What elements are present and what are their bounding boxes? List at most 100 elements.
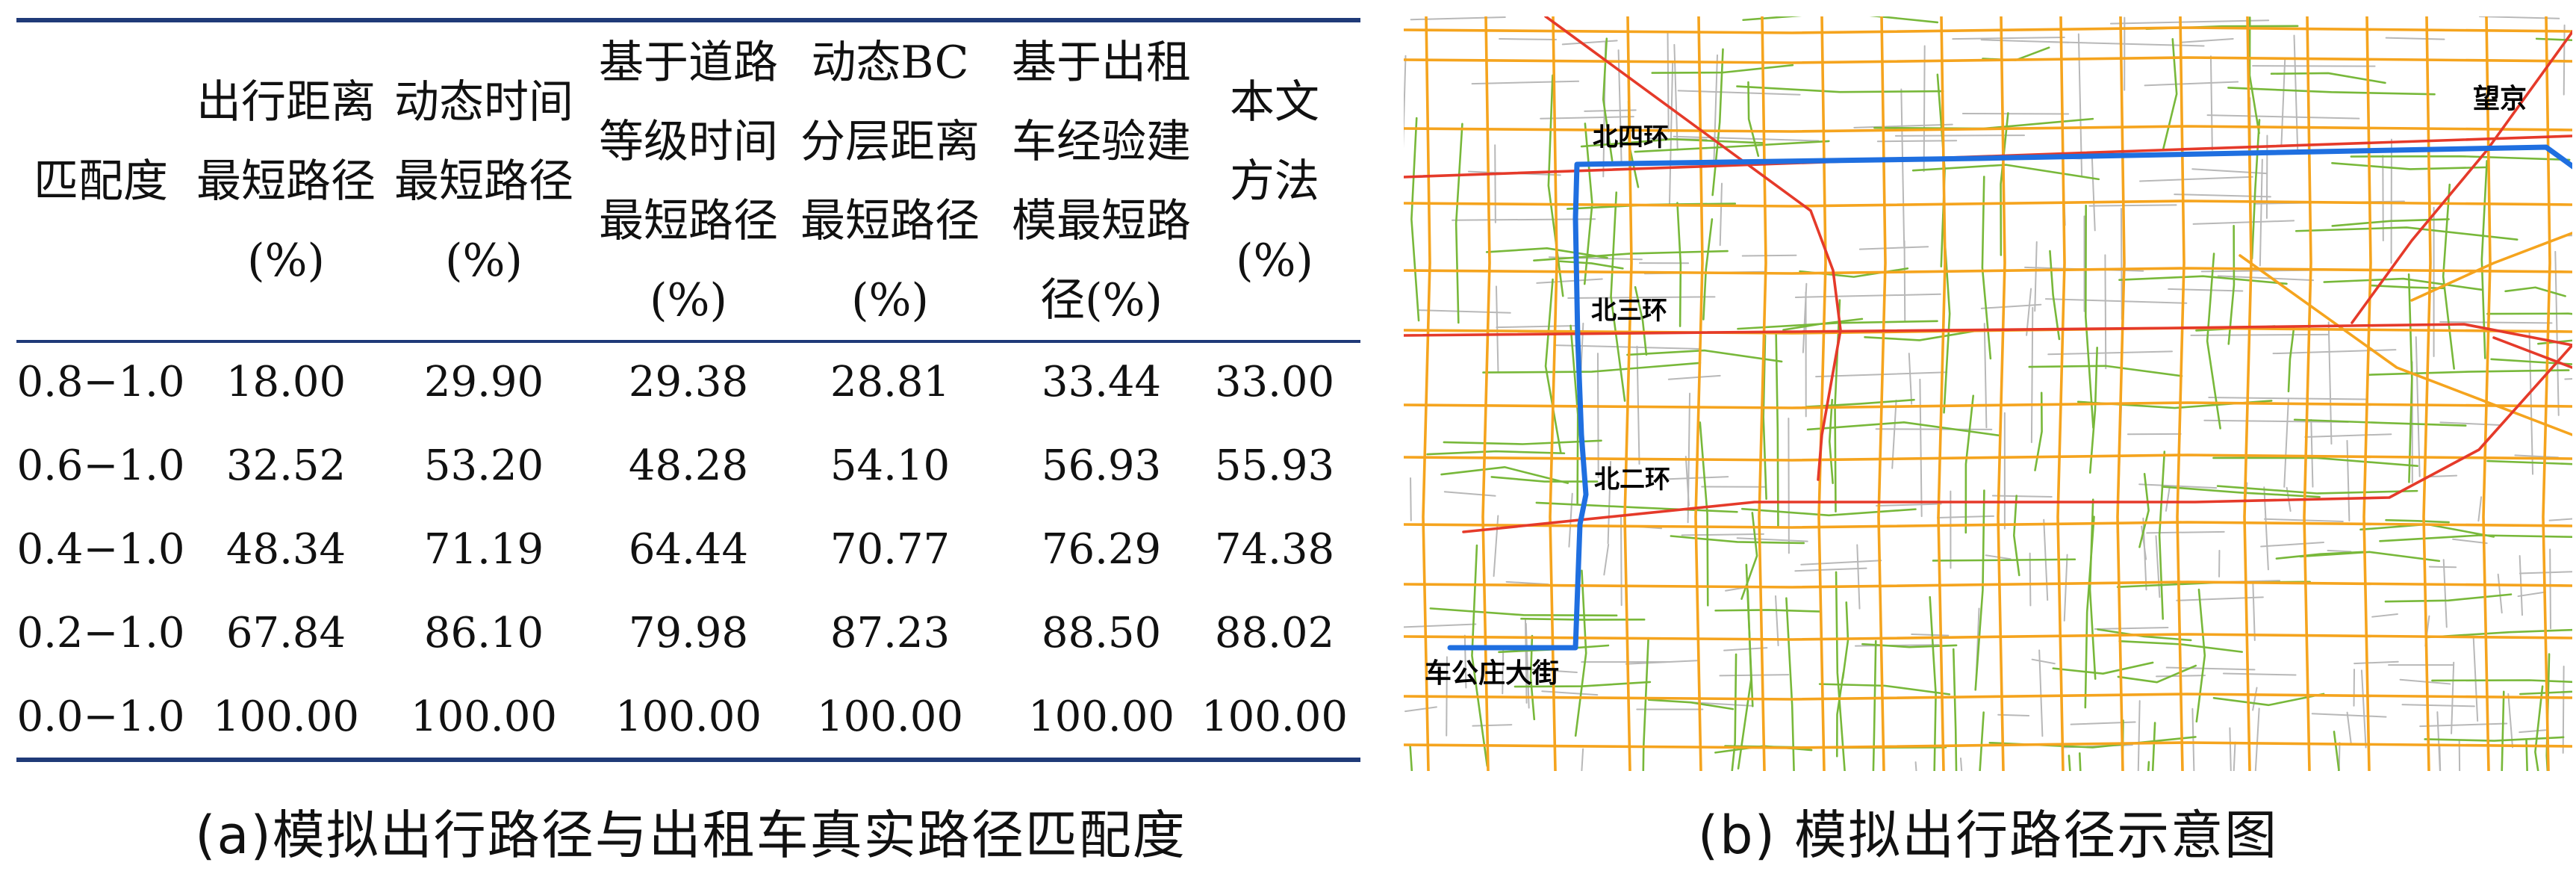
arterial-road — [1422, 16, 1431, 771]
header-line: 最短路径 — [599, 194, 778, 247]
secondary-road — [1835, 672, 1845, 758]
header-line: 动态时间 — [394, 75, 573, 128]
minor-road — [2091, 157, 2096, 232]
minor-road — [2304, 433, 2392, 438]
table-cell: 53.20 — [423, 441, 544, 490]
header-line: 最短路径 — [800, 194, 980, 247]
minor-road — [1980, 303, 2042, 309]
table-row: 0.0−1.0 100.00 100.00 100.00 100.00 100.00 100… — [0, 675, 1381, 758]
secondary-road — [1443, 439, 1602, 445]
minor-road — [2104, 254, 2107, 370]
secondary-road — [2350, 155, 2571, 161]
minor-road — [1684, 456, 1690, 507]
minor-road — [2428, 566, 2457, 569]
minor-road — [2155, 535, 2161, 598]
arterial-road — [1877, 16, 1887, 771]
table-cell: 67.84 — [225, 608, 346, 657]
minor-road — [2517, 591, 2547, 598]
secondary-road — [1872, 639, 1877, 771]
secondary-road — [1544, 278, 1562, 454]
table-cell: 32.52 — [225, 441, 346, 490]
arterial-road — [2116, 16, 2126, 771]
table-cell: 70.77 — [830, 524, 951, 574]
minor-road — [2139, 176, 2253, 182]
label-north-2nd-ring: 北二环 — [1594, 465, 1670, 495]
row-label-cell: 0.4−1.0 — [16, 524, 185, 574]
secondary-road — [1569, 324, 1579, 504]
minor-road — [1991, 495, 2053, 498]
arterial-road — [1404, 453, 2572, 462]
minor-road — [1505, 580, 1549, 586]
minor-road — [1788, 418, 1790, 554]
minor-road — [1517, 667, 1578, 674]
minor-road — [1668, 61, 1674, 205]
minor-road — [2451, 661, 2455, 734]
arterial-road — [1404, 580, 2572, 589]
route-path — [1447, 144, 2572, 651]
header-cell: 出行距离 最短路径 (%) — [189, 22, 383, 340]
minor-road — [1876, 503, 1942, 507]
minor-road — [1858, 246, 1929, 250]
table-row: 0.2−1.0 67.84 86.10 79.98 87.23 88.50 88.02 — [0, 591, 1381, 675]
minor-road — [2031, 658, 2056, 665]
secondary-road — [1835, 571, 1846, 771]
secondary-road — [2534, 685, 2544, 771]
arterial-road — [1404, 199, 2572, 208]
minor-road — [2514, 454, 2559, 459]
arterial-road — [1623, 16, 1633, 771]
secondary-road — [1429, 607, 1618, 617]
table-cell: 56.93 — [1041, 441, 1162, 490]
secondary-road — [2088, 346, 2098, 474]
north-4th-ring-road — [1404, 134, 2572, 179]
minor-road — [2439, 746, 2442, 771]
minor-road — [2229, 727, 2232, 771]
secondary-road — [2442, 183, 2455, 370]
secondary-road — [1818, 683, 1951, 696]
minor-road — [1607, 460, 1612, 545]
header-line: 最短路径 — [394, 155, 573, 208]
secondary-road — [2331, 162, 2489, 170]
minor-road — [2026, 288, 2032, 336]
header-cell: 动态BC 分层距离 最短路径 (%) — [789, 22, 991, 340]
minor-road — [1667, 374, 1721, 380]
secondary-road — [2545, 653, 2551, 771]
minor-road — [2507, 693, 2514, 749]
arterial-road — [1694, 16, 1704, 771]
minor-road — [2180, 37, 2234, 43]
minor-road — [2399, 678, 2451, 685]
caption-b: (b) 模拟出行路径示意图 — [1697, 805, 2279, 866]
label-north-4th-ring: 北四环 — [1593, 123, 1669, 152]
label-chegongzhuang: 车公庄大街 — [1425, 658, 1559, 689]
secondary-road — [2052, 661, 2154, 675]
secondary-road — [1610, 191, 1626, 402]
arterial-road — [1817, 16, 1827, 771]
secondary-road — [2293, 418, 2467, 427]
secondary-road — [1929, 595, 1937, 771]
minor-road — [2109, 19, 2270, 25]
minor-road — [1853, 123, 1953, 128]
minor-road — [1410, 477, 1412, 521]
map-labels: 北四环 北三环 北二环 望京 车公庄大街 — [1425, 83, 2527, 689]
minor-road — [1794, 567, 1867, 572]
table-bottom-rule — [16, 758, 1360, 762]
secondary-road — [2212, 693, 2325, 707]
secondary-road — [1736, 85, 1944, 93]
secondary-road — [1806, 421, 2002, 437]
minor-road — [2327, 321, 2333, 445]
simulated-route — [1447, 144, 2572, 651]
minor-road — [2519, 571, 2572, 575]
secondary-road — [1647, 699, 1735, 710]
minor-road — [1443, 491, 1496, 497]
minor-road — [2554, 250, 2560, 416]
secondary-road — [1626, 349, 1783, 363]
minor-road — [1959, 758, 1963, 771]
secondary-road — [2085, 204, 2094, 429]
minor-road — [1856, 544, 1861, 610]
secondary-road — [2117, 664, 2197, 684]
secondary-road — [2206, 253, 2221, 430]
minor-roads — [1404, 16, 2572, 771]
expressway — [1544, 16, 1842, 481]
table-cell: 100.00 — [1028, 692, 1175, 741]
table-cell: 64.44 — [628, 524, 749, 574]
secondary-road — [2227, 224, 2236, 345]
